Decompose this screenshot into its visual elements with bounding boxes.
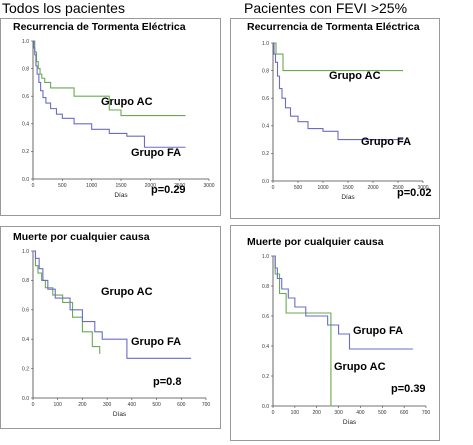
series-label: Grupo FA — [131, 336, 181, 348]
y-tick-label: 0.8 — [262, 284, 269, 290]
chart-title: Muerte por cualquier causa — [247, 236, 384, 248]
x-tick-label: 500 — [58, 183, 67, 189]
x-axis-label: Días — [343, 419, 357, 426]
y-tick-label: 0.8 — [22, 278, 29, 284]
x-tick-label: 0 — [32, 183, 35, 189]
y-tick-label: 0.6 — [22, 308, 29, 314]
x-tick-label: 400 — [356, 410, 365, 416]
series-line-grupo-fa — [33, 250, 192, 359]
y-tick-label: 0.4 — [22, 122, 29, 128]
column-title-all-patients: Todos los pacientes — [2, 0, 125, 16]
km-chart: 0.0 0.2 0.4 0.6 0.8 1.0 0 500 1000 1500 2000 2500 30… — [262, 41, 432, 201]
y-tick-label: 0.4 — [22, 337, 29, 343]
y-tick-label: 0.2 — [22, 149, 29, 155]
chart-panel-3: Muerte por cualquier causa 0.0 0.2 0.4 0.6 0… — [0, 226, 221, 429]
chart-title: Recurrencia de Tormenta Eléctrica — [247, 21, 420, 33]
y-tick-label: 0.0 — [262, 404, 269, 410]
series-line-grupo-ac — [273, 42, 403, 72]
p-value-label: p=0.29 — [151, 184, 186, 196]
x-tick-label: 2000 — [145, 183, 156, 189]
x-tick-label: 2000 — [367, 185, 378, 191]
y-tick-label: 1.0 — [22, 249, 29, 255]
series-line-grupo-fa — [273, 255, 413, 350]
chart-title: Recurrencia de Tormenta Eléctrica — [13, 21, 186, 33]
series-line-grupo-ac — [33, 40, 186, 117]
series-label: Grupo AC — [334, 361, 386, 373]
km-chart: 0.0 0.2 0.4 0.6 0.8 1.0 0 100 200 300 400 500 600 700… — [262, 254, 431, 426]
x-tick-label: 1000 — [317, 185, 328, 191]
y-tick-label: 0.8 — [262, 68, 269, 74]
series-label: Grupo AC — [101, 286, 153, 298]
x-tick-label: 1000 — [86, 183, 97, 189]
y-tick-label: 0.8 — [22, 66, 29, 72]
x-tick-label: 100 — [291, 410, 300, 416]
x-tick-label: 300 — [103, 402, 112, 408]
column-title-fevi-patients: Pacientes con FEVI >25% — [244, 0, 408, 16]
series-label: Grupo FA — [353, 325, 403, 337]
x-axis-label: Días — [341, 194, 355, 201]
x-tick-label: 200 — [313, 410, 322, 416]
y-tick-label: 0.6 — [262, 314, 269, 320]
x-tick-label: 700 — [202, 402, 211, 408]
x-tick-label: 1500 — [115, 183, 126, 189]
series-label: Grupo AC — [101, 96, 153, 108]
x-tick-label: 1500 — [342, 185, 353, 191]
x-tick-label: 3000 — [203, 183, 214, 189]
chart-title: Muerte por cualquier causa — [13, 231, 150, 243]
x-tick-label: 500 — [152, 402, 161, 408]
y-tick-label: 0.6 — [262, 96, 269, 102]
y-tick-label: 0.0 — [262, 179, 269, 185]
x-axis-label: Días — [114, 192, 128, 199]
x-tick-label: 2500 — [174, 183, 185, 189]
x-tick-label: 300 — [334, 410, 343, 416]
y-tick-label: 0.2 — [22, 366, 29, 372]
series-line-grupo-fa — [273, 42, 403, 141]
y-tick-label: 0.0 — [22, 396, 29, 402]
y-tick-label: 0.2 — [262, 374, 269, 380]
y-tick-label: 1.0 — [262, 254, 269, 260]
y-tick-label: 1.0 — [22, 39, 29, 45]
x-tick-label: 3000 — [417, 185, 428, 191]
p-value-label: p=0.8 — [153, 376, 181, 388]
km-chart: 0.0 0.2 0.4 0.6 0.8 1.0 0 100 200 300 400 500 600 700… — [22, 249, 211, 418]
series-line-grupo-ac — [33, 250, 101, 354]
chart-panel-2: Recurrencia de Tormenta Eléctrica 0.0 0.2… — [230, 18, 440, 219]
chart-panel-1: Recurrencia de Tormenta Eléctrica 0.0 0.2… — [0, 18, 221, 216]
y-tick-label: 0.6 — [22, 94, 29, 100]
series-label: Grupo FA — [131, 147, 181, 159]
x-tick-label: 0 — [32, 402, 35, 408]
series-label: Grupo AC — [329, 70, 381, 82]
x-tick-label: 100 — [54, 402, 63, 408]
x-tick-label: 0 — [272, 185, 275, 191]
x-axis-label: Días — [113, 411, 127, 418]
p-value-label: p=0.39 — [391, 383, 426, 395]
x-tick-label: 0 — [272, 410, 275, 416]
x-tick-label: 500 — [378, 410, 387, 416]
series-label: Grupo FA — [361, 136, 411, 148]
y-tick-label: 1.0 — [262, 41, 269, 47]
p-value-label: p=0.02 — [397, 187, 432, 199]
x-tick-label: 600 — [177, 402, 186, 408]
x-tick-label: 600 — [400, 410, 409, 416]
km-chart: 0.0 0.2 0.4 0.6 0.8 1.0 0 500 1000 1500 2000 2500 30… — [22, 39, 215, 199]
x-tick-label: 400 — [128, 402, 137, 408]
series-line-grupo-fa — [33, 40, 186, 148]
x-tick-label: 2500 — [392, 185, 403, 191]
y-tick-label: 0.4 — [262, 344, 269, 350]
y-tick-label: 0.2 — [262, 151, 269, 157]
x-tick-label: 500 — [294, 185, 303, 191]
y-tick-label: 0.4 — [262, 124, 269, 130]
chart-panel-4: Muerte por cualquier causa 0.0 0.2 0.4 0.6 0… — [230, 225, 440, 441]
y-tick-label: 0.0 — [22, 177, 29, 183]
x-tick-label: 700 — [422, 410, 431, 416]
x-tick-label: 200 — [78, 402, 87, 408]
